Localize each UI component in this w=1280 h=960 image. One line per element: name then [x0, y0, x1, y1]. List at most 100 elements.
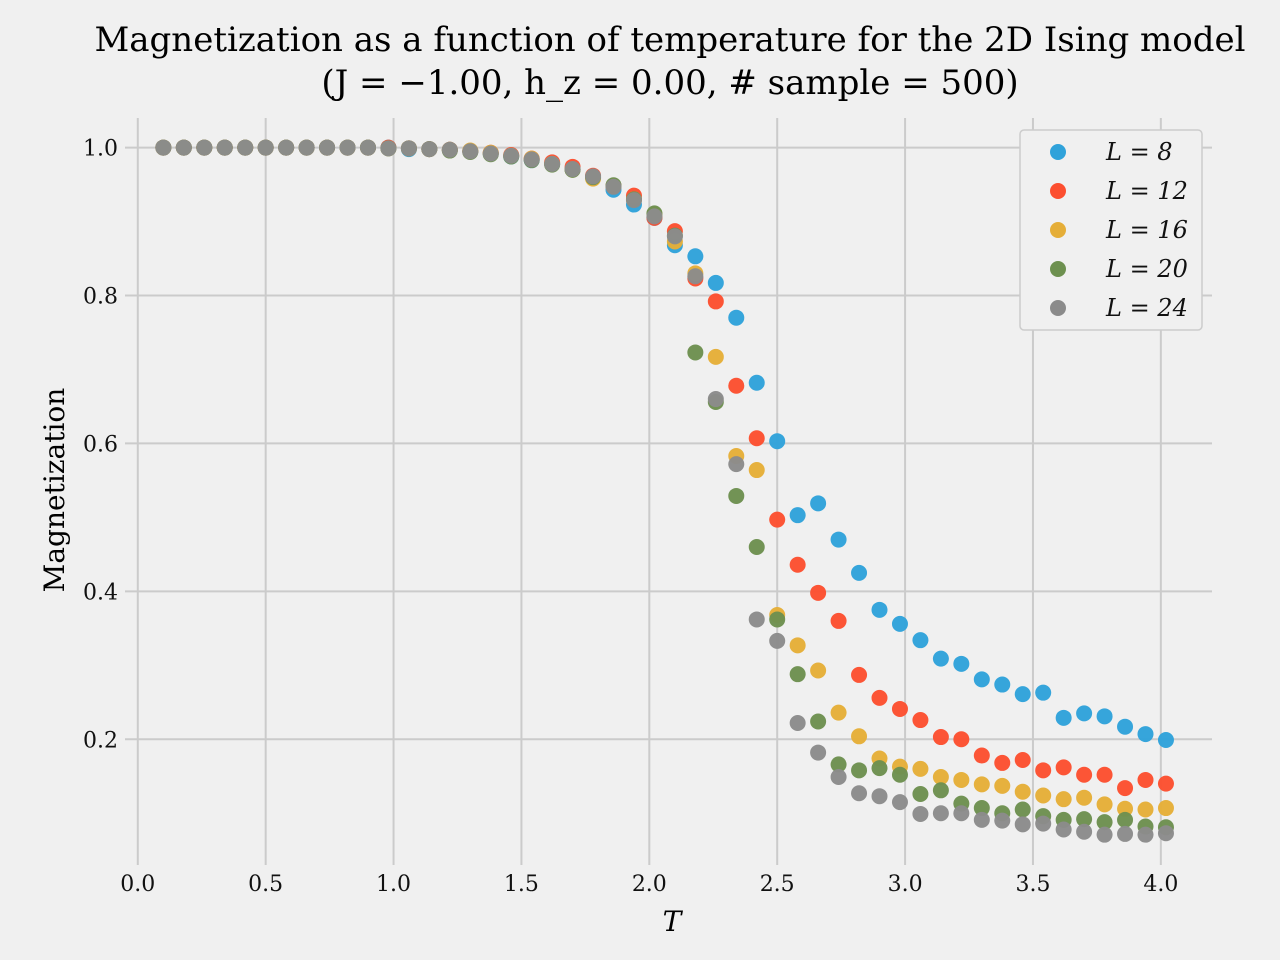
data-point: [994, 754, 1011, 771]
data-point: [789, 714, 806, 731]
data-point: [728, 309, 745, 326]
data-point: [687, 268, 704, 285]
data-point: [1157, 800, 1174, 817]
data-point: [1157, 732, 1174, 749]
data-point: [748, 462, 765, 479]
data-point: [769, 511, 786, 528]
data-point: [257, 139, 274, 156]
legend-label: L = 20: [1105, 255, 1188, 283]
data-point: [830, 704, 847, 721]
legend-marker: [1050, 300, 1066, 316]
data-point: [319, 139, 336, 156]
data-point: [994, 812, 1011, 829]
legend-label: L = 8: [1105, 138, 1173, 166]
data-point: [1137, 726, 1154, 743]
legend-marker: [1050, 183, 1066, 199]
data-point: [994, 777, 1011, 794]
data-point: [851, 564, 868, 581]
data-point: [748, 538, 765, 555]
data-point: [912, 712, 929, 729]
data-point: [953, 731, 970, 748]
data-point: [625, 192, 642, 209]
legend-marker: [1050, 144, 1066, 160]
data-point: [973, 776, 990, 793]
data-point: [932, 650, 949, 667]
data-point: [851, 728, 868, 745]
data-point: [891, 766, 908, 783]
data-point: [789, 666, 806, 683]
data-point: [912, 785, 929, 802]
data-point: [769, 632, 786, 649]
data-point: [932, 768, 949, 785]
data-point: [1014, 751, 1031, 768]
data-point: [932, 805, 949, 822]
data-point: [1076, 705, 1093, 722]
data-point: [1035, 787, 1052, 804]
data-point: [1096, 796, 1113, 813]
data-point: [1157, 775, 1174, 792]
data-point: [748, 430, 765, 447]
data-point: [789, 507, 806, 524]
data-point: [871, 760, 888, 777]
y-tick-label: 0.6: [83, 432, 118, 457]
data-point: [564, 161, 581, 178]
data-point: [1157, 825, 1174, 842]
data-point: [871, 788, 888, 805]
data-point: [707, 391, 724, 408]
data-point: [441, 141, 458, 158]
x-tick-label: 0.5: [248, 872, 283, 897]
chart-title: Magnetization as a function of temperatu…: [94, 20, 1245, 60]
data-point: [339, 139, 356, 156]
data-point: [237, 139, 254, 156]
data-point: [1117, 825, 1134, 842]
data-point: [973, 811, 990, 828]
data-point: [891, 615, 908, 632]
data-point: [1055, 791, 1072, 808]
data-point: [810, 584, 827, 601]
data-point: [810, 713, 827, 730]
data-point: [646, 208, 663, 225]
data-point: [1096, 766, 1113, 783]
data-point: [359, 139, 376, 156]
data-point: [994, 676, 1011, 693]
data-point: [585, 168, 602, 185]
data-point: [851, 785, 868, 802]
data-point: [789, 637, 806, 654]
data-point: [912, 760, 929, 777]
data-point: [1076, 766, 1093, 783]
data-point: [1117, 811, 1134, 828]
y-tick-label: 1.0: [83, 137, 118, 162]
data-point: [1096, 826, 1113, 843]
data-point: [810, 495, 827, 512]
data-point: [1035, 815, 1052, 832]
data-point: [1137, 826, 1154, 843]
data-point: [605, 178, 622, 195]
data-point: [973, 671, 990, 688]
data-point: [421, 141, 438, 158]
data-point: [707, 348, 724, 365]
data-point: [278, 139, 295, 156]
data-point: [973, 800, 990, 817]
data-point: [728, 377, 745, 394]
data-point: [728, 456, 745, 473]
y-tick-label: 0.8: [83, 285, 118, 310]
data-point: [1096, 708, 1113, 725]
data-point: [1055, 709, 1072, 726]
data-point: [1117, 780, 1134, 797]
data-point: [462, 143, 479, 160]
data-point: [830, 756, 847, 773]
data-point: [953, 771, 970, 788]
y-tick-label: 0.2: [83, 728, 118, 753]
data-point: [687, 344, 704, 361]
data-point: [769, 433, 786, 450]
data-point: [687, 248, 704, 265]
data-point: [1035, 684, 1052, 701]
x-tick-label: 2.5: [760, 872, 795, 897]
data-point: [789, 556, 806, 573]
data-point: [953, 655, 970, 672]
legend-box: [1019, 129, 1203, 331]
data-point: [871, 601, 888, 618]
data-point: [830, 768, 847, 785]
data-point: [1137, 771, 1154, 788]
data-point: [1117, 718, 1134, 735]
